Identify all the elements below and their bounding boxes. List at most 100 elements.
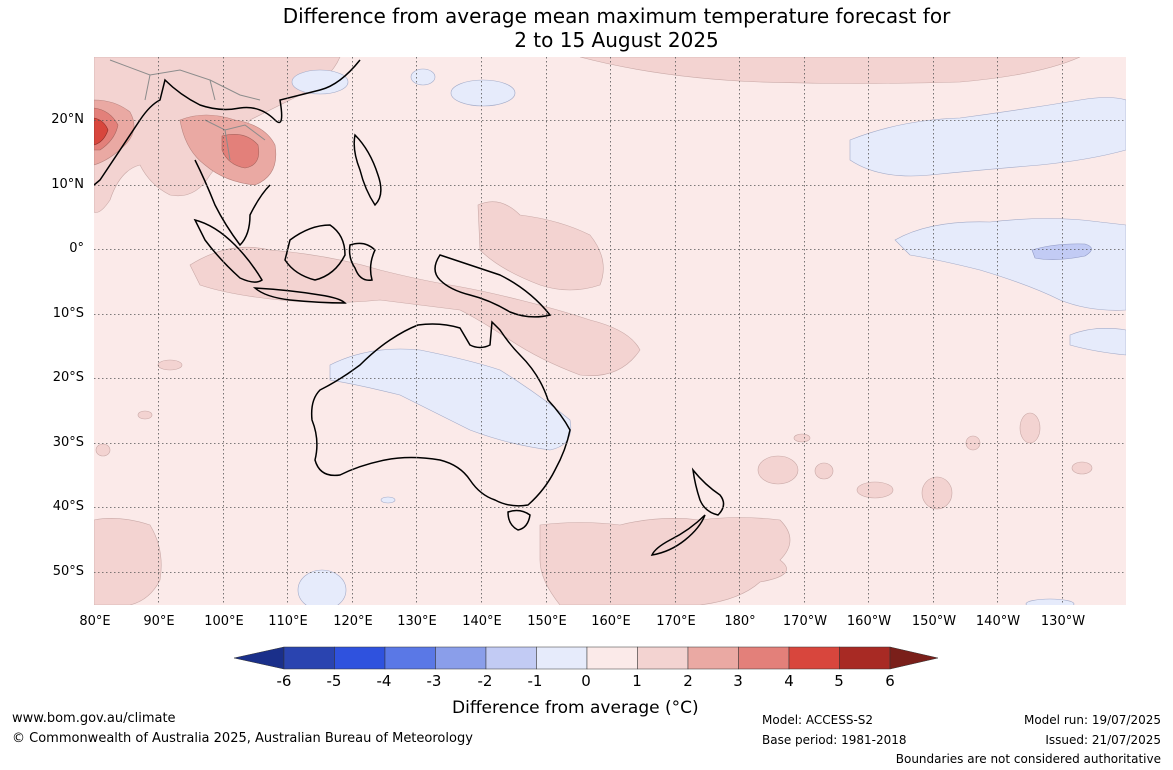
colorbar-bin	[839, 646, 891, 670]
lon-label-130w: 130°W	[1040, 614, 1086, 629]
cool-anomaly-blob-1	[450, 79, 516, 107]
lon-label-130e: 130°E	[397, 614, 437, 629]
warm-anomaly-blob-11	[965, 435, 981, 451]
warm-anomaly-north-pacific	[579, 57, 1081, 84]
warm-anomaly-blob-8	[137, 410, 153, 420]
colorbar-bin	[233, 646, 285, 670]
warm-anomaly-blob-1	[757, 455, 799, 485]
coastline-borneo	[284, 224, 346, 281]
lat-label-10s: 10°S	[52, 306, 84, 321]
cool-anomaly-blob-4	[410, 68, 436, 86]
coastline-sulawesi	[348, 242, 376, 281]
border-indochina	[204, 119, 266, 161]
cool-anomaly-blob-3	[297, 569, 347, 605]
colorbar-tick-label: 5	[834, 672, 844, 690]
colorbar-tick-label: 1	[632, 672, 642, 690]
colorbar-tick-label: -1	[527, 672, 543, 690]
lon-label-160w: 160°W	[846, 614, 892, 629]
colorbar-bin	[536, 646, 588, 670]
warm-anomaly-tasman	[539, 517, 791, 605]
warm-anomaly-blob-2	[856, 481, 894, 499]
lon-label-90e: 90°E	[143, 614, 175, 629]
title-line-1: Difference from average mean maximum tem…	[282, 4, 951, 28]
warm-anomaly-indonesia	[189, 246, 641, 376]
lat-label-10n: 10°N	[51, 177, 84, 192]
cool-anomaly-north-pacific	[849, 97, 1126, 177]
coastline-java	[252, 287, 347, 304]
warm-anomaly-blob-6	[814, 462, 834, 480]
warm-anomaly-blob-4	[1019, 412, 1041, 444]
anomaly-map	[94, 57, 1126, 605]
lon-label-80e: 80°E	[79, 614, 111, 629]
colorbar-bin	[889, 646, 939, 670]
lat-label-40s: 40°S	[52, 499, 84, 514]
lon-label-170w: 170°W	[782, 614, 828, 629]
warm-anomaly-southwest	[94, 518, 162, 605]
warm-anomaly-blob-10	[793, 433, 811, 443]
footer-copyright: © Commonwealth of Australia 2025, Austra…	[12, 731, 473, 746]
colorbar-tick-label: -2	[477, 672, 493, 690]
colorbar-tick-label: -5	[326, 672, 342, 690]
colorbar-tick-label: -6	[276, 672, 292, 690]
colorbar-bin	[687, 646, 739, 670]
coastline-sumatra	[193, 218, 263, 283]
lat-label-20s: 20°S	[52, 370, 84, 385]
colorbar-bin	[435, 646, 487, 670]
lon-label-100e: 100°E	[204, 614, 244, 629]
cool-anomaly-blob-2	[291, 69, 349, 95]
lat-label-equator: 0°	[69, 241, 84, 256]
colorbar-tick-label: 6	[885, 672, 895, 690]
anomaly-fill-layer	[94, 57, 1126, 605]
lat-label-20n: 20°N	[51, 112, 84, 127]
warm-anomaly-blob-9	[95, 443, 111, 457]
coastline-tasmania	[507, 509, 531, 531]
coastline-new-zealand-north	[691, 467, 725, 516]
footer-model: Model: ACCESS-S2	[762, 713, 874, 727]
colorbar-bin	[788, 646, 840, 670]
lon-label-160e: 160°E	[591, 614, 631, 629]
colorbar-bin	[384, 646, 436, 670]
warm-anomaly-pacific-west	[477, 201, 604, 291]
coastlines	[94, 59, 725, 556]
footer-disclaimer: Boundaries are not considered authoritat…	[895, 752, 1161, 766]
lon-label-150e: 150°E	[527, 614, 567, 629]
lon-label-120e: 120°E	[333, 614, 373, 629]
colorbar-bin	[485, 646, 537, 670]
lon-label-140e: 140°E	[462, 614, 502, 629]
colorbar-tick-label: 2	[683, 672, 693, 690]
cool-anomaly-equatorial-pacific	[894, 218, 1126, 311]
coastline-philippines	[353, 133, 382, 207]
warm-anomaly-indochina-3	[221, 134, 259, 169]
lon-label-110e: 110°E	[268, 614, 308, 629]
lat-label-50s: 50°S	[52, 564, 84, 579]
coastline-australia	[310, 320, 571, 507]
lon-label-170e: 170°E	[656, 614, 696, 629]
lon-label-140w: 140°W	[975, 614, 1021, 629]
warm-anomaly-blob-3	[921, 476, 953, 510]
footer-issued: Issued: 21/07/2025	[1045, 733, 1161, 747]
colorbar-bin	[334, 646, 386, 670]
cool-anomaly-blob-6	[1025, 598, 1075, 605]
lat-label-30s: 30°S	[52, 435, 84, 450]
map-title: Difference from average mean maximum tem…	[0, 4, 1173, 52]
colorbar-tick-label: 4	[784, 672, 794, 690]
footer-website: www.bom.gov.au/climate	[12, 711, 176, 726]
warm-anomaly-blob-7	[157, 359, 183, 371]
coastline-asia-mainland	[94, 59, 361, 247]
colorbar-tick-label: -3	[426, 672, 442, 690]
colorbar-bin	[283, 646, 335, 670]
gridlines	[94, 57, 1126, 605]
footer-base-period: Base period: 1981-2018	[762, 733, 907, 747]
footer-model-run: Model run: 19/07/2025	[1023, 713, 1161, 727]
coastline-new-zealand-south	[650, 514, 706, 556]
lon-label-180: 180°	[724, 614, 756, 629]
title-line-2: 2 to 15 August 2025	[514, 28, 719, 52]
warm-anomaly-india-4	[94, 117, 109, 146]
colorbar-bin	[738, 646, 790, 670]
colorbar-tick-label: 3	[733, 672, 743, 690]
warm-anomaly-blob-5	[1071, 461, 1093, 475]
colorbar-tick-label: -4	[376, 672, 392, 690]
coastline-new-guinea	[434, 254, 552, 318]
colorbar-bin	[637, 646, 689, 670]
colorbar-tick-label: 0	[581, 672, 591, 690]
